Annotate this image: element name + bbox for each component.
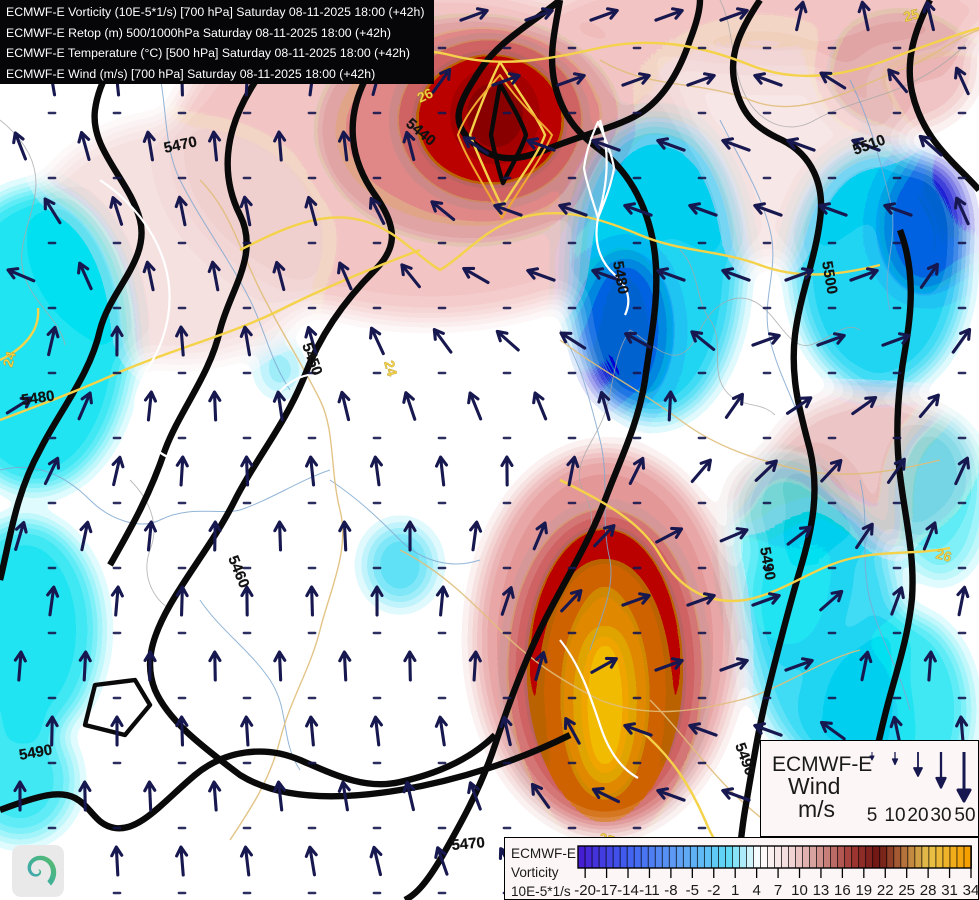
- svg-text:19: 19: [855, 882, 872, 899]
- svg-text:25: 25: [902, 5, 921, 25]
- svg-text:7: 7: [774, 882, 782, 899]
- svg-text:4: 4: [752, 882, 760, 899]
- svg-text:5480: 5480: [609, 260, 632, 296]
- svg-text:13: 13: [813, 882, 830, 899]
- svg-text:22: 22: [877, 882, 894, 899]
- svg-text:5490: 5490: [731, 741, 758, 778]
- svg-text:31: 31: [941, 882, 958, 899]
- svg-text:26: 26: [415, 85, 436, 106]
- svg-text:28: 28: [920, 882, 937, 899]
- svg-text:5490: 5490: [18, 741, 54, 764]
- svg-text:5480: 5480: [20, 387, 55, 408]
- svg-text:24: 24: [381, 359, 401, 378]
- svg-text:-20: -20: [574, 882, 596, 899]
- svg-text:5460: 5460: [224, 553, 252, 590]
- svg-text:-17: -17: [596, 882, 618, 899]
- svg-text:1: 1: [731, 882, 739, 899]
- svg-text:5510: 5510: [851, 131, 888, 158]
- svg-text:-2: -2: [707, 882, 720, 899]
- svg-text:34: 34: [963, 882, 979, 899]
- svg-text:16: 16: [834, 882, 851, 899]
- svg-text:10: 10: [791, 882, 808, 899]
- svg-text:5470: 5470: [451, 834, 486, 854]
- svg-text:-5: -5: [686, 882, 699, 899]
- svg-text:25: 25: [898, 882, 915, 899]
- svg-text:5500: 5500: [818, 260, 841, 296]
- svg-text:5450: 5450: [298, 341, 325, 378]
- svg-text:5440: 5440: [402, 115, 438, 149]
- svg-text:5490: 5490: [756, 546, 779, 582]
- svg-text:26: 26: [934, 545, 953, 565]
- svg-text:-14: -14: [617, 882, 639, 899]
- svg-text:-11: -11: [639, 882, 660, 899]
- svg-text:-8: -8: [664, 882, 677, 899]
- svg-text:5470: 5470: [162, 133, 198, 157]
- svg-text:24: 24: [0, 349, 19, 368]
